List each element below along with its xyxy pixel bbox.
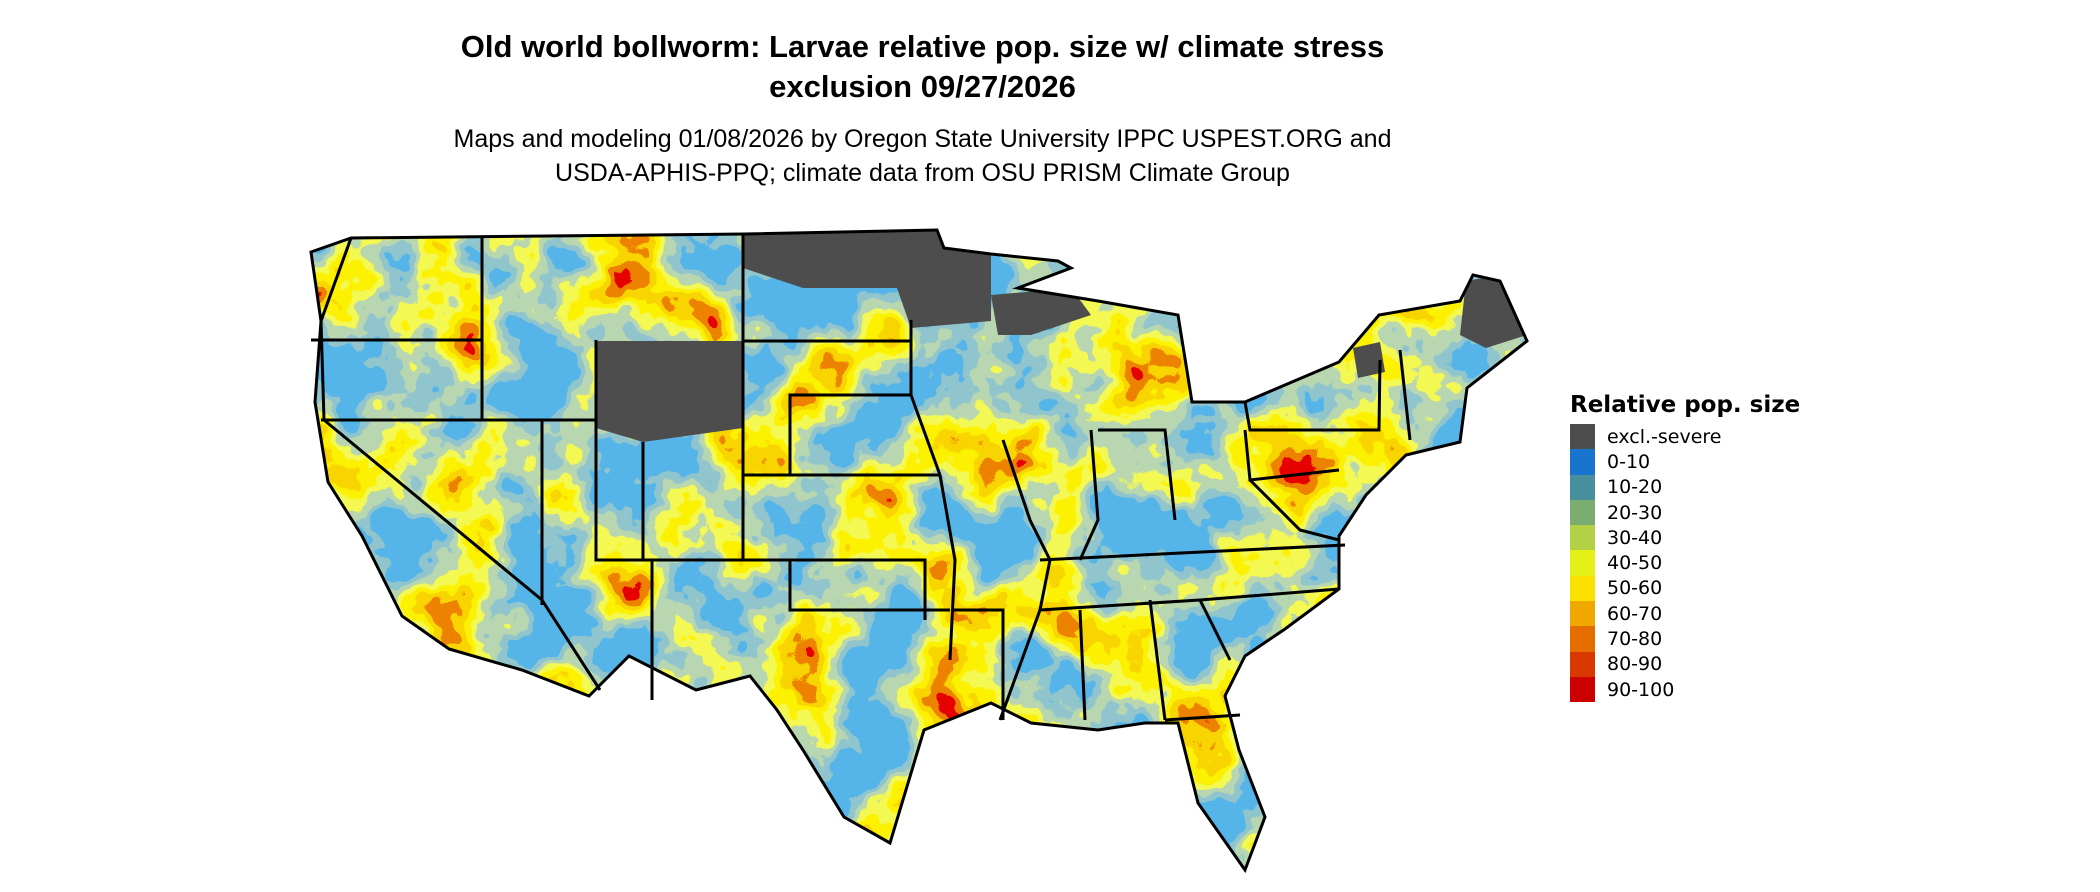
legend-item: 0-10: [1570, 449, 1800, 475]
title-line-1: Old world bollworm: Larvae relative pop.…: [460, 29, 1385, 64]
excluded-region-north-plains: [743, 230, 991, 328]
legend-swatch: [1570, 626, 1595, 652]
legend-item: 70-80: [1570, 626, 1800, 652]
legend-label: 70-80: [1607, 628, 1663, 651]
legend-item: 40-50: [1570, 550, 1800, 576]
legend-swatch: [1570, 575, 1595, 602]
legend-item: 30-40: [1570, 525, 1800, 551]
legend-item: excl.-severe: [1570, 424, 1800, 450]
excluded-region-wyoming: [596, 341, 743, 442]
legend-title: Relative pop. size: [1570, 392, 1801, 418]
state-borders: [309, 228, 1529, 872]
legend-item: 50-60: [1570, 575, 1800, 602]
legend-label: 10-20: [1607, 476, 1663, 499]
legend-label: 20-30: [1607, 501, 1663, 524]
legend-swatch: [1570, 601, 1595, 627]
legend-label: 50-60: [1607, 577, 1663, 600]
excluded-region-maine: [1460, 275, 1527, 348]
legend-swatch: [1570, 424, 1595, 450]
legend-label: excl.-severe: [1607, 425, 1722, 448]
legend-swatch: [1570, 499, 1595, 526]
legend-label: 40-50: [1607, 552, 1663, 575]
legend-swatch: [1570, 525, 1595, 551]
legend-item: 10-20: [1570, 474, 1800, 500]
legend-label: 90-100: [1607, 678, 1675, 701]
excluded-region-new-york: [1353, 342, 1385, 378]
legend-label: 0-10: [1607, 450, 1651, 473]
title-line-2: exclusion 09/27/2026: [769, 69, 1076, 104]
legend-item: 80-90: [1570, 651, 1800, 677]
legend-items: excl.-severe 0-10 10-20 20-30 30-40 40-50 50-6…: [1570, 424, 1800, 703]
legend-swatch: [1570, 550, 1595, 576]
map-subtitle: Maps and modeling 01/08/2026 by Oregon S…: [0, 122, 1845, 190]
legend-swatch: [1570, 449, 1595, 475]
legend: Relative pop. size excl.-severe 0-10 10-20…: [1570, 392, 1801, 703]
map-title: Old world bollworm: Larvae relative pop.…: [0, 27, 1845, 107]
legend-label: 80-90: [1607, 653, 1663, 676]
subtitle-line-2: USDA-APHIS-PPQ; climate data from OSU PR…: [555, 159, 1290, 187]
legend-swatch: [1570, 651, 1595, 677]
legend-swatch: [1570, 474, 1595, 500]
subtitle-line-1: Maps and modeling 01/08/2026 by Oregon S…: [453, 125, 1392, 153]
legend-item: 60-70: [1570, 601, 1800, 627]
legend-label: 60-70: [1607, 602, 1663, 625]
legend-item: 20-30: [1570, 499, 1800, 526]
excluded-region-wisconsin: [991, 288, 1091, 335]
legend-swatch: [1570, 676, 1595, 703]
legend-label: 30-40: [1607, 526, 1663, 549]
legend-item: 90-100: [1570, 676, 1800, 703]
